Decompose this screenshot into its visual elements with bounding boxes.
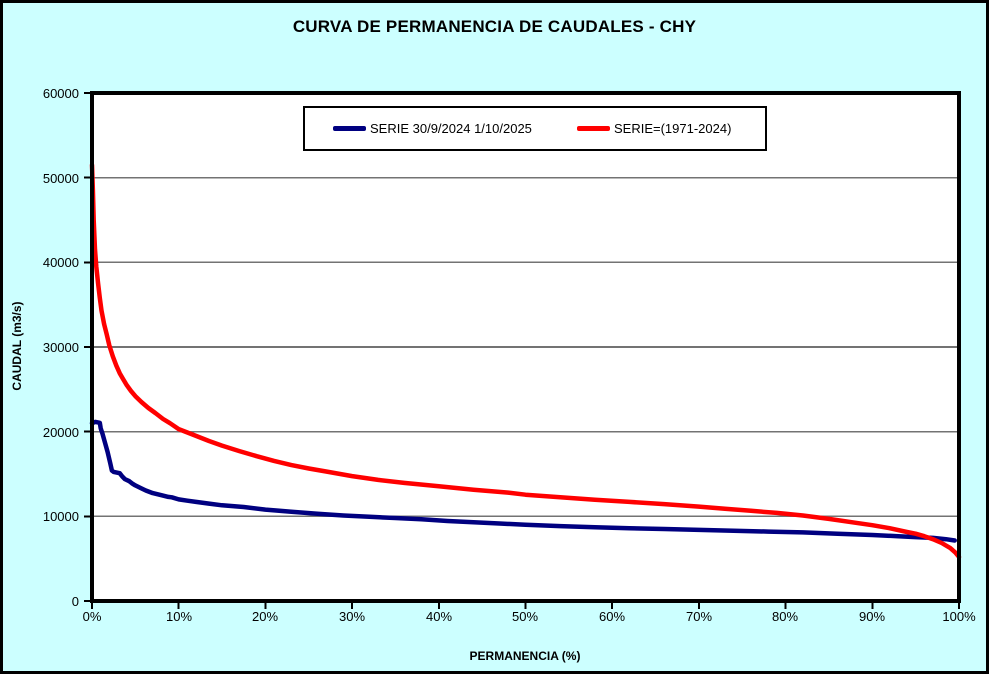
x-tick-label: 10% [165, 609, 193, 624]
series-curve-0 [89, 419, 957, 543]
x-axis-title: PERMANENCIA (%) [469, 649, 581, 663]
legend-label: SERIE 30/9/2024 1/10/2025 [370, 121, 532, 136]
x-tick-label: 40% [425, 609, 453, 624]
x-tick-label: 90% [858, 609, 886, 624]
y-axis-title: CAUDAL (m3/s) [10, 301, 24, 391]
y-tick-label: 30000 [42, 340, 79, 355]
y-tick-label: 20000 [42, 425, 79, 440]
legend-line-red-icon [577, 126, 610, 131]
x-tick-label: 60% [598, 609, 626, 624]
x-tick-label: 100% [942, 609, 976, 624]
x-tick-label: 30% [338, 609, 366, 624]
chart-title: CURVA DE PERMANENCIA DE CAUDALES - CHY [292, 17, 697, 36]
chart-canvas [84, 91, 962, 609]
x-tick-label: 70% [685, 609, 713, 624]
y-tick-label: 50000 [42, 171, 79, 186]
y-tick-label: 0 [71, 594, 79, 609]
y-tick-label: 40000 [42, 255, 79, 270]
x-tick-label: 20% [251, 609, 279, 624]
legend-label: SERIE=(1971-2024) [614, 121, 732, 136]
legend: SERIE 30/9/2024 1/10/2025 SERIE=(1971-20… [303, 106, 767, 151]
x-tick-label: 80% [771, 609, 799, 624]
plot-border [90, 91, 961, 603]
legend-item-serie-2024-2025: SERIE 30/9/2024 1/10/2025 [333, 108, 532, 149]
y-tick-label: 10000 [42, 509, 79, 524]
x-tick-label: 0% [82, 609, 102, 624]
series-curve-1 [89, 162, 962, 560]
x-tick-label: 50% [511, 609, 539, 624]
legend-item-serie-1971-2024: SERIE=(1971-2024) [577, 108, 731, 149]
y-tick-label: 60000 [42, 86, 79, 101]
legend-line-blue-icon [333, 126, 366, 131]
